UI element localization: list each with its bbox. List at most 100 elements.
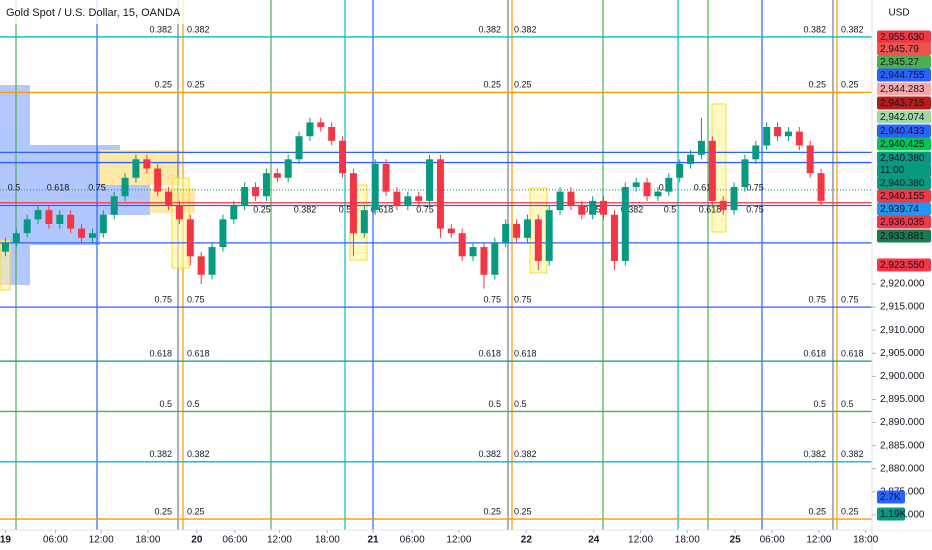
y-tick-label: 2,885.000 bbox=[880, 440, 925, 451]
level-label: 0.25 bbox=[187, 80, 205, 90]
levels: 0.382 0.382 0.382 0.382 0.382 0.382 0.25 0.25 0.… bbox=[0, 24, 872, 520]
price-tag-label: 2.7K bbox=[880, 492, 901, 503]
price-tag bbox=[877, 82, 931, 96]
price-tag bbox=[877, 490, 905, 504]
candle-body bbox=[774, 126, 782, 137]
level-label: 0.5 bbox=[813, 399, 826, 409]
zone-label: 0.5 bbox=[8, 182, 21, 192]
candle-body bbox=[121, 177, 129, 197]
candle-body bbox=[252, 187, 260, 197]
candle-body bbox=[78, 228, 86, 238]
level-label: 0.25 bbox=[514, 506, 532, 516]
candle-body bbox=[219, 219, 227, 248]
candle-body bbox=[241, 187, 249, 206]
level-label: 0.382 bbox=[478, 449, 501, 459]
vertical-lines bbox=[15, 0, 838, 530]
candle-body bbox=[371, 163, 379, 211]
level-label: 0.75 bbox=[808, 294, 826, 304]
level-label: 0.382 bbox=[149, 449, 172, 459]
countdown: 11:00 bbox=[880, 165, 905, 176]
candle-body bbox=[426, 159, 434, 201]
candle-body bbox=[491, 242, 499, 275]
price-tag-label: 2,945.79 bbox=[880, 44, 919, 55]
candle-body bbox=[1, 242, 9, 252]
axes: 2,920.000 2,915.000 2,910.000 2,905.000 2,90… bbox=[0, 24, 932, 546]
x-tick-label: 22 bbox=[521, 535, 533, 546]
y-tick-label: 2,915.000 bbox=[880, 302, 925, 313]
candle-body bbox=[469, 247, 477, 257]
candle-body bbox=[589, 200, 597, 215]
price-tag-label: 2,945.27 bbox=[880, 57, 919, 68]
candle-body bbox=[67, 214, 75, 229]
zone-label: 0.5 bbox=[339, 204, 352, 214]
price-tag bbox=[877, 215, 931, 229]
x-tick-label: 06:00 bbox=[760, 535, 785, 546]
price-tag bbox=[877, 30, 931, 44]
price-tag-label: 2,940.425 bbox=[880, 139, 925, 150]
candle-body bbox=[186, 219, 194, 257]
candle-body bbox=[523, 219, 531, 238]
candle-body bbox=[317, 122, 325, 127]
level-label: 0.25 bbox=[483, 506, 501, 516]
level-label: 0.25 bbox=[154, 506, 172, 516]
candle-body bbox=[360, 210, 368, 234]
candle-body bbox=[154, 168, 162, 192]
candle-body bbox=[665, 177, 673, 192]
zone-label: 0.25 bbox=[253, 204, 271, 214]
currency: USD bbox=[888, 8, 909, 19]
candle-body bbox=[284, 159, 292, 178]
zone-label: 0.618 bbox=[371, 204, 394, 214]
price-tag bbox=[877, 96, 931, 110]
level-label: 0.618 bbox=[187, 349, 210, 359]
candle-body bbox=[447, 228, 455, 234]
x-tick-label: 18:00 bbox=[135, 535, 160, 546]
candle-body bbox=[175, 205, 183, 220]
x-tick-label: 06:00 bbox=[222, 535, 247, 546]
price-tag bbox=[877, 189, 931, 203]
candle-body bbox=[339, 140, 347, 174]
candle-body bbox=[273, 173, 281, 178]
candle-body bbox=[295, 136, 303, 160]
candle-body bbox=[545, 210, 553, 261]
candle-body bbox=[349, 173, 357, 234]
zone-label: 0.618 bbox=[694, 182, 717, 192]
candle-body bbox=[708, 140, 716, 201]
zone-label: 0.75 bbox=[746, 182, 764, 192]
level-label: 0.382 bbox=[803, 449, 826, 459]
level-label: 0.75 bbox=[154, 294, 172, 304]
price-tag bbox=[877, 229, 931, 243]
x-tick-label: 06:00 bbox=[400, 535, 425, 546]
zone-label: 0.618 bbox=[47, 182, 70, 192]
y-tick-label: 2,920.000 bbox=[880, 279, 925, 290]
candle-body bbox=[567, 191, 575, 206]
candle-body bbox=[730, 187, 738, 211]
candle-body bbox=[654, 191, 662, 197]
level-label: 0.5 bbox=[841, 399, 854, 409]
candle-body bbox=[132, 159, 140, 178]
candle-body bbox=[676, 163, 684, 178]
candle-body bbox=[165, 191, 173, 206]
candle-body bbox=[230, 205, 238, 220]
zone-label: 0.382 bbox=[294, 204, 317, 214]
x-tick-label: 19 bbox=[0, 535, 11, 546]
price-tag bbox=[877, 151, 931, 165]
candle-body bbox=[578, 205, 586, 215]
y-tick-label: 2,890.000 bbox=[880, 417, 925, 428]
price-tag-label: 2,940.433 bbox=[880, 126, 925, 137]
level-label: 0.382 bbox=[149, 24, 172, 34]
level-label: 0.25 bbox=[841, 80, 859, 90]
chart-title: Gold Spot / U.S. Dollar, 15, OANDA bbox=[6, 7, 181, 19]
price-tag-label: 2,940.380 bbox=[880, 153, 925, 164]
candle-body bbox=[415, 196, 423, 201]
candle-body bbox=[23, 219, 31, 234]
price-tag bbox=[877, 137, 931, 151]
candle-body bbox=[306, 122, 314, 137]
level-label: 0.618 bbox=[149, 349, 172, 359]
level-label: 0.382 bbox=[187, 449, 210, 459]
candle-body bbox=[556, 191, 564, 211]
price-tag bbox=[877, 176, 931, 190]
candle-body bbox=[458, 233, 466, 257]
x-tick-label: 18:00 bbox=[675, 535, 700, 546]
price-tag-label: 2,923.550 bbox=[880, 260, 925, 271]
